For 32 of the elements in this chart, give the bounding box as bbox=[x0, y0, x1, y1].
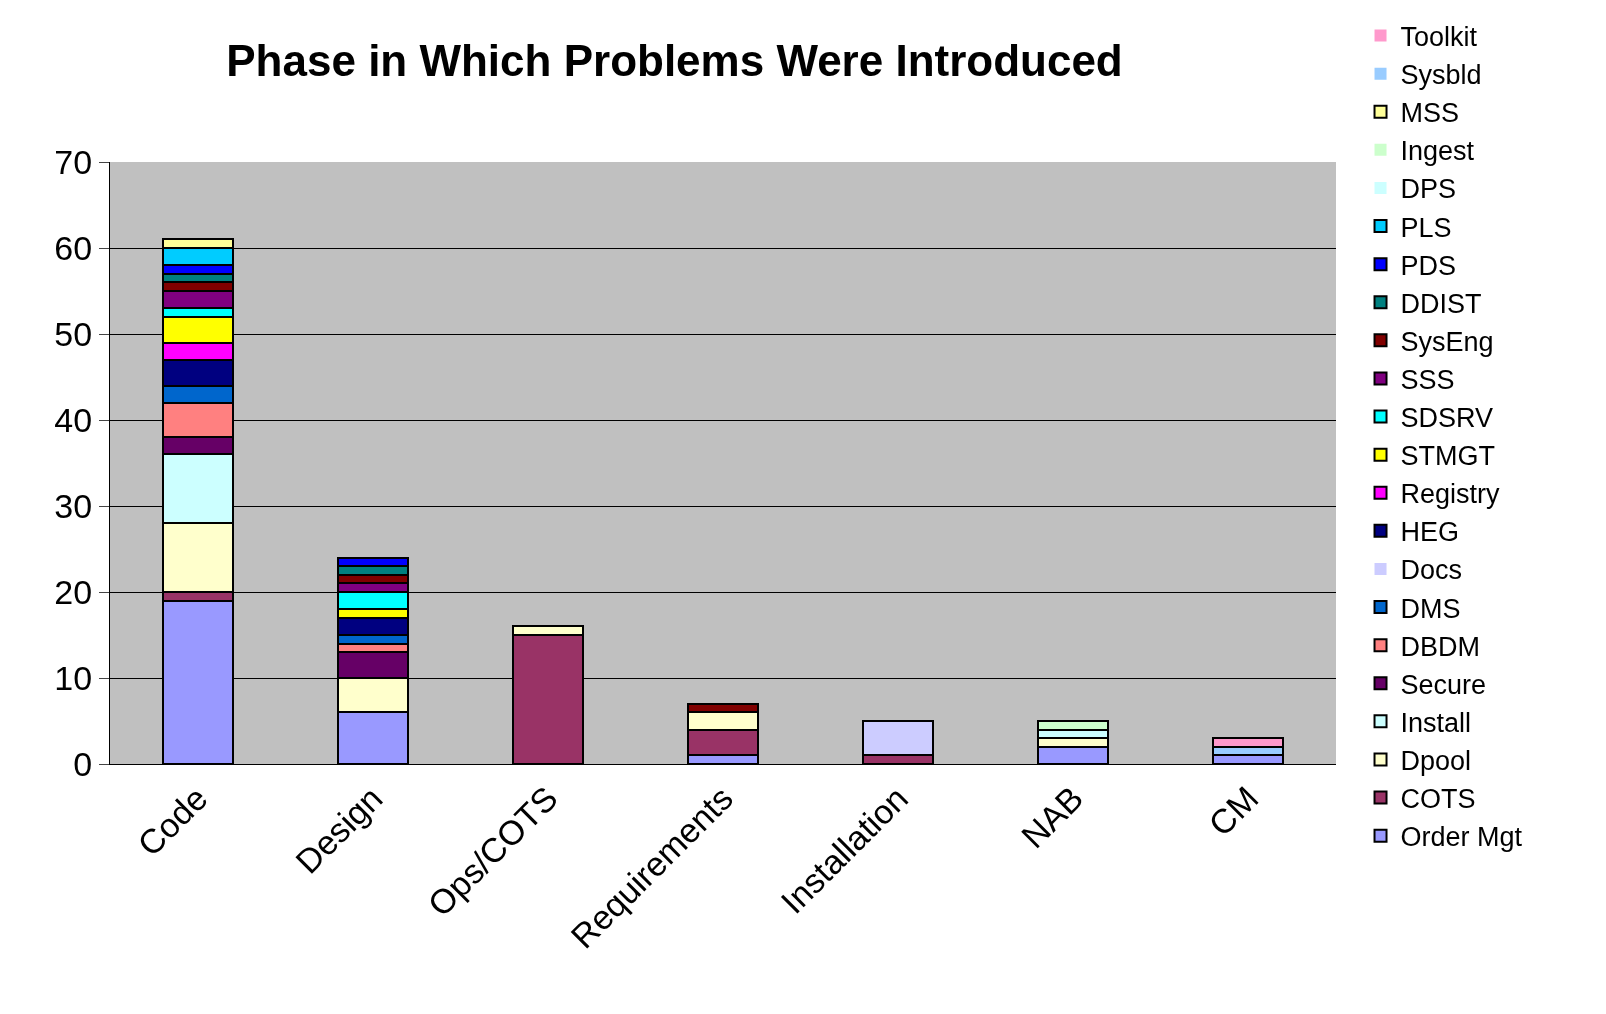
legend-label: SSS bbox=[1400, 364, 1455, 395]
legend-label: DMS bbox=[1400, 593, 1461, 624]
legend-label: DPS bbox=[1400, 174, 1457, 205]
y-tick-label: 0 bbox=[73, 744, 93, 783]
y-tick-label: 40 bbox=[54, 400, 93, 439]
y-tick-label: 10 bbox=[54, 658, 93, 697]
legend-label: Toolkit bbox=[1400, 22, 1478, 53]
legend-label: Registry bbox=[1400, 479, 1501, 510]
legend-label: STMGT bbox=[1400, 441, 1496, 472]
legend-label: Docs bbox=[1400, 555, 1463, 586]
x-tick-label: CM bbox=[1201, 778, 1266, 844]
legend-label: PDS bbox=[1400, 250, 1457, 281]
legend-label: PLS bbox=[1400, 212, 1452, 243]
y-tick-label: 70 bbox=[54, 142, 93, 181]
y-tick-label: 60 bbox=[54, 228, 93, 267]
chart-title: Phase in Which Problems Were Introduced bbox=[226, 36, 1123, 86]
legend-label: Order Mgt bbox=[1400, 822, 1523, 853]
legend-label: Sysbld bbox=[1400, 60, 1482, 91]
legend-label: DDIST bbox=[1400, 288, 1482, 319]
legend-label: Dpool bbox=[1400, 745, 1472, 776]
legend-label: DBDM bbox=[1400, 631, 1481, 662]
y-tick-label: 30 bbox=[54, 486, 93, 525]
y-tick-label: 20 bbox=[54, 572, 93, 611]
legend-label: Secure bbox=[1400, 669, 1487, 700]
legend-label: Ingest bbox=[1400, 136, 1475, 167]
legend-label: Install bbox=[1400, 707, 1472, 738]
legend-label: SDSRV bbox=[1400, 403, 1494, 434]
y-tick-label: 50 bbox=[54, 314, 93, 353]
legend-label: COTS bbox=[1400, 784, 1476, 815]
legend-label: MSS bbox=[1400, 98, 1460, 129]
legend-label: HEG bbox=[1400, 517, 1460, 548]
legend-label: SysEng bbox=[1400, 326, 1494, 357]
